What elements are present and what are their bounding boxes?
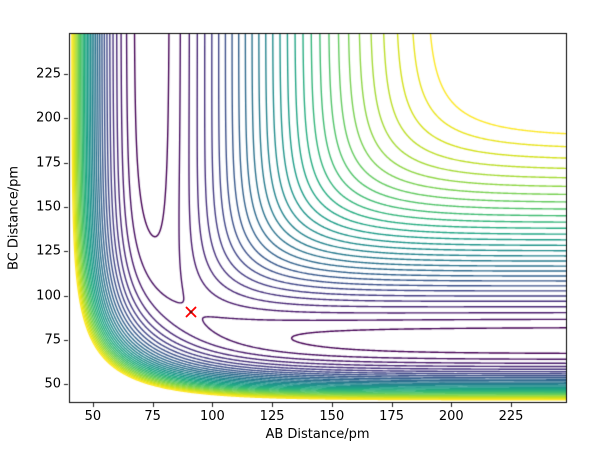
y-tick-label: 175 (36, 155, 61, 170)
y-tick-label: 200 (36, 110, 61, 126)
x-tick-label: 175 (379, 409, 404, 424)
y-axis-title: BC Distance/pm (6, 165, 22, 270)
y-tick-label: 225 (36, 66, 61, 82)
y-tick-label: 75 (44, 332, 61, 348)
y-tick-label: 125 (36, 243, 61, 259)
x-axis-title: AB Distance/pm (265, 427, 370, 442)
x-tick-label: 75 (144, 409, 161, 424)
saddle-point-marker-icon (185, 306, 197, 317)
x-tick-label: 100 (199, 409, 225, 424)
x-tick-label: 150 (319, 409, 345, 424)
x-tick-label: 125 (259, 409, 285, 424)
y-tick-label: 150 (36, 199, 61, 215)
y-tick-label: 50 (44, 376, 61, 392)
x-tick-label: 200 (438, 409, 464, 424)
x-tick-label: 225 (498, 409, 524, 424)
y-tick-label: 100 (36, 288, 61, 304)
x-tick-label: 50 (84, 409, 102, 424)
